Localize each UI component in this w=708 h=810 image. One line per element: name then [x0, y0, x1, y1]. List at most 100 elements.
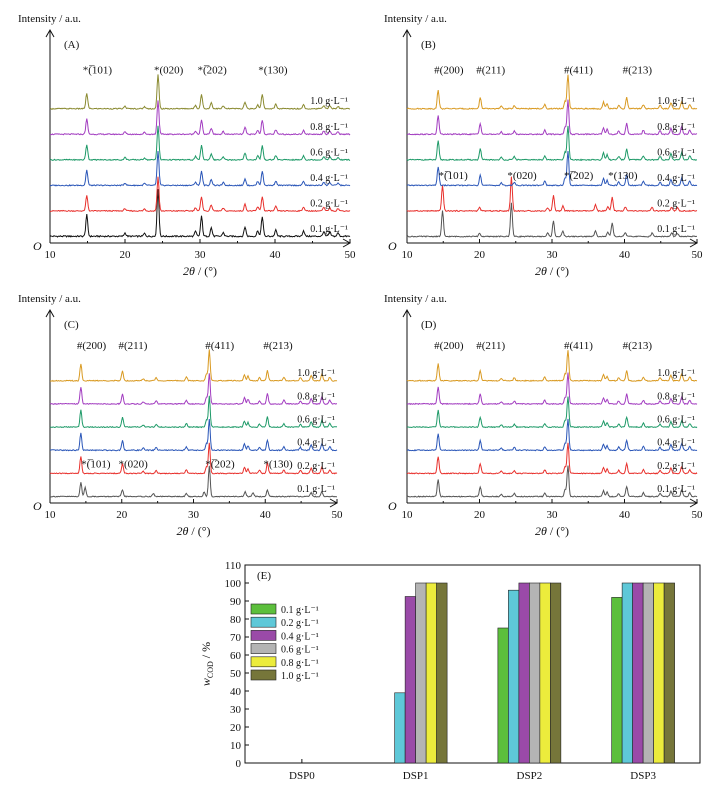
- panel-label: (A): [64, 39, 80, 51]
- plot-frame: [244, 564, 701, 764]
- peak-annotation: #(411): [205, 340, 234, 352]
- origin-label: O: [33, 499, 42, 513]
- x-tick-label: 40: [270, 249, 282, 261]
- legend-label: 0.2 g·L⁻¹: [281, 618, 319, 629]
- xrd-trace-2: [49, 442, 338, 475]
- legend-swatch: [250, 603, 277, 615]
- y-tick-label: 30: [230, 704, 242, 716]
- xrd-trace-6: [406, 74, 698, 110]
- xrd-trace-4: [406, 125, 697, 162]
- bar: [642, 582, 654, 764]
- xrd-trace-2: [50, 176, 351, 213]
- x-tick-label: 30: [195, 249, 207, 261]
- bar: [518, 582, 530, 764]
- xrd-trace-1: [49, 189, 351, 238]
- series-label: 0.8 g·L⁻¹: [657, 391, 695, 402]
- xrd-trace-6: [49, 74, 351, 110]
- series-label: 1.0 g·L⁻¹: [297, 368, 335, 379]
- x-tick-label: 50: [332, 509, 344, 521]
- y-tick-label: 70: [230, 632, 242, 644]
- bar: [529, 582, 541, 764]
- xrd-trace-3: [406, 418, 698, 452]
- series-label: 0.4 g·L⁻¹: [657, 173, 695, 184]
- peak-annotation: *(020): [154, 64, 184, 76]
- peak-annotation: *(̅202): [198, 64, 228, 76]
- peak-annotation: #(213): [623, 340, 653, 352]
- series-label: 0.1 g·L⁻¹: [310, 224, 348, 235]
- legend-label: 0.4 g·L⁻¹: [281, 631, 319, 642]
- series-label: 0.4 g·L⁻¹: [657, 438, 695, 449]
- series-label: 0.2 g·L⁻¹: [657, 198, 695, 209]
- peak-annotation: *(020): [507, 170, 537, 182]
- xrd-trace-4: [406, 396, 698, 429]
- x-axis-label: 2θ / (°): [535, 524, 569, 538]
- bar-panel-e: 0 10 20 30 40 50 60 70 80 90 100 110 wCOD / % (E) DSP0…: [199, 560, 701, 782]
- y-tick-label: 80: [230, 614, 242, 626]
- x-tick-label: 40: [619, 509, 631, 521]
- x-axis-label: 2θ / (°): [535, 264, 569, 278]
- peak-annotation: #(213): [623, 64, 653, 76]
- bar: [550, 582, 562, 764]
- series-label: 0.4 g·L⁻¹: [310, 173, 348, 184]
- series-label: 0.1 g·L⁻¹: [297, 484, 335, 495]
- x-category-label: DSP1: [403, 770, 429, 782]
- xrd-trace-4: [49, 125, 351, 162]
- xrd-trace-5: [49, 100, 351, 136]
- y-tick-label: 10: [230, 740, 242, 752]
- y-axis-label: wCOD / %: [199, 642, 215, 686]
- bar: [425, 582, 437, 764]
- x-tick-label: 10: [402, 509, 414, 521]
- legend-label: 0.8 g·L⁻¹: [281, 658, 319, 669]
- panel-label: (E): [257, 570, 271, 582]
- xrd-trace-3: [49, 419, 338, 452]
- y-axis-label: Intensity / a.u.: [18, 13, 81, 25]
- series-label: 0.2 g·L⁻¹: [297, 461, 335, 472]
- legend-swatch: [250, 630, 277, 641]
- peak-annotation: #(213): [263, 340, 293, 352]
- y-tick-label: 0: [236, 758, 242, 770]
- y-axis-label: Intensity / a.u.: [384, 13, 447, 25]
- peak-annotation: *(̅101): [81, 459, 111, 471]
- xrd-panel-a: 10 20 30 40 50 Intensity / a.u. O 2θ / (°) (A) 0.…: [18, 13, 356, 278]
- x-tick-label: 20: [116, 509, 128, 521]
- origin-label: O: [33, 239, 42, 253]
- bar: [404, 596, 416, 764]
- x-tick-label: 10: [402, 249, 414, 261]
- legend-swatch: [250, 669, 277, 681]
- y-tick-label: 60: [230, 650, 242, 662]
- x-tick-label: 30: [547, 249, 559, 261]
- peak-annotation: *(̅202): [564, 170, 594, 182]
- peak-annotation: *(̅101): [439, 170, 469, 182]
- y-axis-arrow: [45, 308, 55, 318]
- panel-label: (B): [421, 39, 436, 51]
- x-tick-label: 30: [547, 509, 559, 521]
- xrd-trace-4: [49, 395, 338, 429]
- series-label: 0.8 g·L⁻¹: [310, 122, 348, 133]
- peak-annotation: #(411): [564, 64, 593, 76]
- peak-annotation: #(211): [476, 340, 505, 352]
- series-label: 0.6 g·L⁻¹: [657, 415, 695, 426]
- bar: [663, 582, 675, 764]
- origin-label: O: [388, 239, 397, 253]
- x-tick-label: 20: [474, 249, 486, 261]
- legend-swatch: [250, 643, 277, 654]
- series-label: 0.2 g·L⁻¹: [657, 461, 695, 472]
- legend-label: 0.1 g·L⁻¹: [281, 605, 319, 616]
- xrd-trace-5: [406, 99, 698, 136]
- legend-label: 0.6 g·L⁻¹: [281, 645, 319, 656]
- legend-label: 1.0 g·L⁻¹: [281, 671, 319, 682]
- series-label: 0.4 g·L⁻¹: [297, 438, 335, 449]
- peak-annotation: #(200): [434, 340, 464, 352]
- legend-swatch: [250, 616, 277, 628]
- xrd-trace-6: [49, 349, 338, 382]
- series-label: 1.0 g·L⁻¹: [310, 96, 348, 107]
- series-label: 0.6 g·L⁻¹: [297, 415, 335, 426]
- xrd-trace-5: [406, 372, 698, 406]
- y-axis-arrow: [402, 28, 412, 38]
- xrd-trace-1: [49, 465, 337, 498]
- xrd-trace-6: [406, 350, 698, 382]
- peak-annotation: *(130): [263, 459, 293, 471]
- x-tick-label: 50: [692, 249, 704, 261]
- bar: [508, 589, 520, 764]
